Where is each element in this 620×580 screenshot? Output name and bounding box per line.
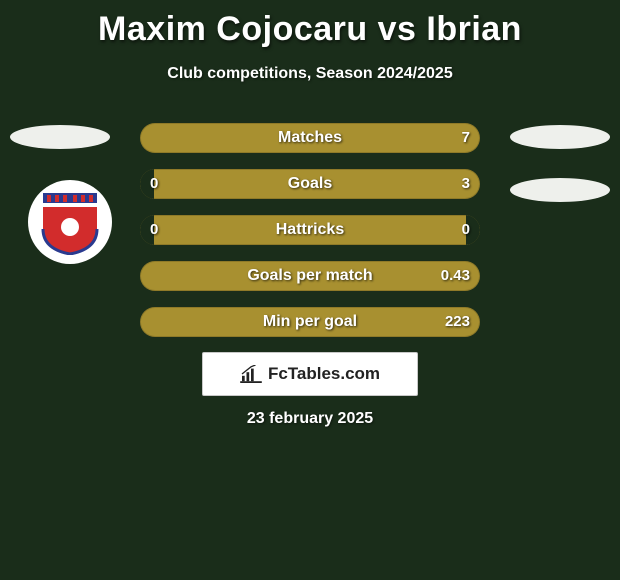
footer-brand: FcTables.com [202, 352, 418, 396]
player-right-placeholder-oval-2 [510, 178, 610, 202]
stat-value-right: 7 [462, 123, 470, 153]
stat-row: Matches7 [140, 123, 480, 153]
footer-date: 23 february 2025 [0, 410, 620, 428]
page-title: Maxim Cojocaru vs Ibrian [0, 0, 620, 49]
stat-value-right: 3 [462, 169, 470, 199]
stat-label: Goals per match [140, 261, 480, 291]
stat-row: 0Hattricks0 [140, 215, 480, 245]
bar-chart-icon [240, 365, 262, 383]
stat-label: Min per goal [140, 307, 480, 337]
stat-row: Goals per match0.43 [140, 261, 480, 291]
page-subtitle: Club competitions, Season 2024/2025 [0, 65, 620, 83]
stat-label: Goals [140, 169, 480, 199]
stat-value-right: 0 [462, 215, 470, 245]
stat-value-right: 0.43 [441, 261, 470, 291]
shield-icon [39, 189, 101, 255]
stat-rows: Matches70Goals30Hattricks0Goals per matc… [140, 123, 480, 353]
stat-value-right: 223 [445, 307, 470, 337]
team-crest-left [28, 180, 112, 264]
stat-label: Matches [140, 123, 480, 153]
footer-brand-label: FcTables.com [268, 364, 380, 384]
player-right-placeholder-oval-1 [510, 125, 610, 149]
stat-row: 0Goals3 [140, 169, 480, 199]
stat-row: Min per goal223 [140, 307, 480, 337]
player-left-placeholder-oval [10, 125, 110, 149]
stat-label: Hattricks [140, 215, 480, 245]
